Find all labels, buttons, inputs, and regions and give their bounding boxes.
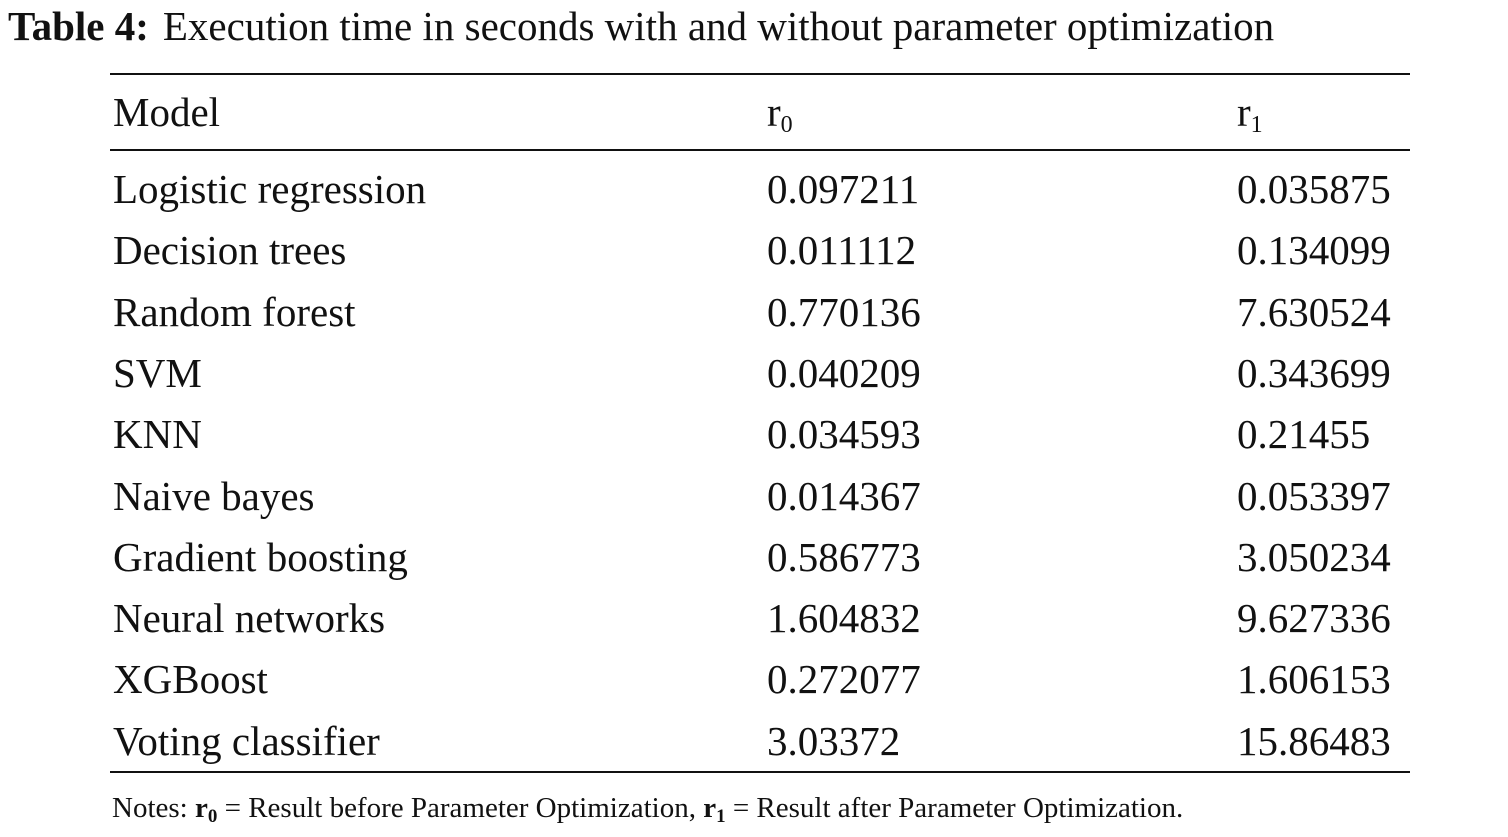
cell-r1: 0.053397	[1237, 472, 1391, 519]
table-notes: Notes: r0 = Result before Parameter Opti…	[112, 788, 1183, 837]
table-header-rule	[110, 149, 1410, 151]
cell-r0: 0.014367	[767, 472, 921, 519]
table-caption: Table 4: Execution time in seconds with a…	[8, 2, 1504, 50]
notes-r0-sub: 0	[207, 806, 218, 827]
cell-model: KNN	[113, 411, 202, 458]
cell-model: SVM	[113, 349, 202, 396]
header-r1: r1	[1237, 82, 1263, 156]
cell-model: Gradient boosting	[113, 533, 408, 580]
header-model: Model	[113, 82, 220, 143]
cell-r0: 0.011112	[767, 227, 917, 274]
cell-r1: 3.050234	[1237, 533, 1391, 580]
caption-text: Execution time in seconds with and witho…	[162, 3, 1275, 49]
cell-r1: 0.035875	[1237, 166, 1391, 212]
notes-r1-sub: 1	[716, 806, 726, 827]
cell-r0: 1.604832	[767, 595, 921, 642]
cell-r1: 0.21455	[1237, 411, 1371, 458]
header-model-label: Model	[113, 89, 221, 135]
table-row: Random forest 0.770136 7.630524	[110, 282, 1410, 343]
header-r0-sub: 0	[780, 112, 793, 138]
table-header-row: Model r0 r1	[110, 82, 1410, 143]
cell-r1: 0.134099	[1237, 227, 1391, 274]
table-row: Naive bayes 0.014367 0.053397	[110, 466, 1410, 527]
cell-model: Voting classifier	[113, 717, 380, 764]
notes-r1-base: r	[703, 792, 717, 824]
cell-r0: 3.03372	[767, 717, 901, 764]
cell-r1: 7.630524	[1237, 288, 1391, 335]
caption-label: Table 4:	[8, 3, 149, 49]
notes-r1-definition: = Result after Parameter Optimization.	[725, 792, 1184, 824]
notes-prefix: Notes:	[112, 792, 195, 824]
header-r0-base: r	[767, 89, 781, 135]
table-row: Decision trees 0.011112 0.134099	[110, 220, 1410, 281]
cell-r0: 0.272077	[767, 656, 921, 703]
cell-r1: 0.343699	[1237, 349, 1391, 396]
table-row: Voting classifier 3.03372 15.86483	[110, 711, 1410, 772]
header-r1-base: r	[1237, 89, 1251, 135]
table-row: Gradient boosting 0.586773 3.050234	[110, 527, 1410, 588]
cell-model: Decision trees	[113, 227, 347, 274]
cell-r0: 0.770136	[767, 288, 921, 335]
table-row: SVM 0.040209 0.343699	[110, 343, 1410, 404]
cell-r1: 15.86483	[1237, 717, 1391, 764]
notes-r0-definition: = Result before Parameter Optimization,	[217, 792, 704, 824]
header-r1-sub: 1	[1250, 112, 1263, 138]
cell-r0: 0.040209	[767, 349, 921, 396]
notes-r0-symbol: r0	[194, 792, 218, 827]
cell-model: Random forest	[113, 288, 356, 335]
table-row: XGBoost 0.272077 1.606153	[110, 649, 1410, 710]
cell-model: Logistic regression	[113, 166, 427, 212]
cell-model: Neural networks	[113, 595, 386, 642]
table-bottom-rule	[110, 771, 1410, 773]
cell-r0: 0.034593	[767, 411, 921, 458]
cell-r0: 0.586773	[767, 533, 921, 580]
cell-model: Naive bayes	[113, 472, 315, 519]
table-row: KNN 0.034593 0.21455	[110, 404, 1410, 465]
cell-r1: 1.606153	[1237, 656, 1391, 703]
cell-model: XGBoost	[113, 656, 268, 703]
header-r0: r0	[767, 82, 793, 156]
table-row: Neural networks 1.604832 9.627336	[110, 588, 1410, 649]
table-top-rule	[110, 73, 1410, 75]
cell-r0: 0.097211	[767, 166, 920, 212]
notes-r1-symbol: r1	[703, 792, 726, 827]
notes-r0-base: r	[194, 792, 208, 824]
cell-r1: 9.627336	[1237, 595, 1391, 642]
table-row: Logistic regression 0.097211 0.035875	[110, 159, 1410, 220]
